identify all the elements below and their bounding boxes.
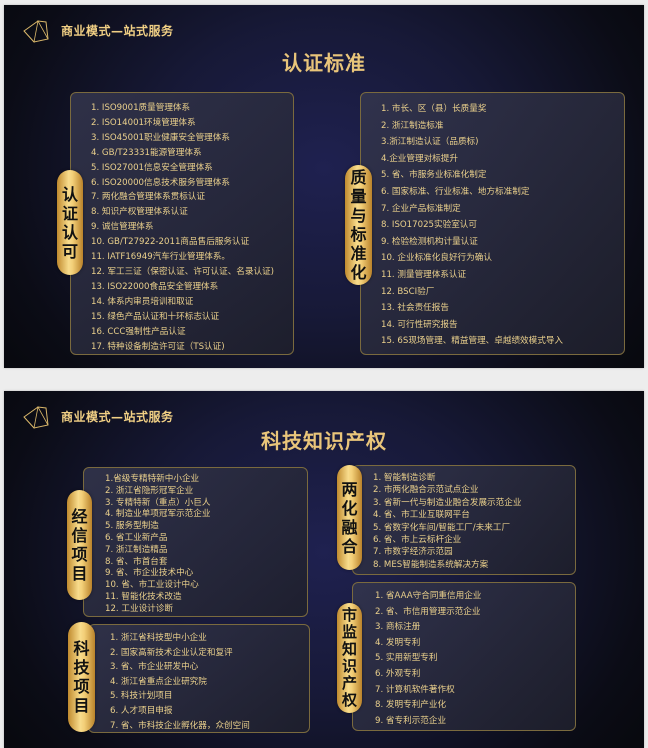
list-item: 7. 省、市科技企业孵化器，众创空间	[110, 720, 250, 731]
group-label-quality-standardization: 质量与标准化	[345, 165, 372, 285]
list-item: 4. 发明专利	[375, 637, 421, 648]
group-label-text: 市监知识产权	[342, 606, 358, 709]
list-item: 2. 浙江制造标准	[381, 120, 444, 131]
list-item: 2. 省、市信用管理示范企业	[375, 606, 481, 617]
group-box-tech-projects: 1. 浙江省科技型中小企业 2. 国家高新技术企业认定和复评 3. 省、市企业研发中…	[88, 624, 310, 733]
list-item: 5. ISO27001信息安全管理体系	[91, 162, 213, 173]
list-item: 1. 省AAA守合同重信用企业	[375, 591, 482, 601]
list-item: 7. 两化融合管理体系贯标认证	[91, 192, 206, 203]
list-item: 4. 制造业单项冠军示范企业	[105, 509, 211, 520]
list-item: 6. 省、市上云标杆企业	[373, 535, 462, 546]
group-label-certification: 认证认可	[57, 170, 83, 275]
list-item: 11. 智能化技术改造	[105, 591, 182, 602]
list-item: 10. GB/T27922-2011商品售后服务认证	[91, 237, 250, 248]
list-item: 8. ISO17025实验室认可	[381, 220, 477, 231]
list-item: 12. BSCI验厂	[381, 286, 435, 297]
list-item: 11. 测量管理体系认证	[381, 269, 467, 280]
list-item: 2. 市两化融合示范试点企业	[373, 485, 479, 496]
list-item: 12. 工业设计诊断	[105, 603, 173, 614]
list-item: 3.浙江制造认证（品质标)	[381, 137, 479, 148]
list-item: 4. 省、市工业互联网平台	[373, 510, 470, 521]
list-item: 15. 绿色产品认证和十环标志认证	[91, 311, 220, 322]
list-item: 7. 计算机软件著作权	[375, 684, 455, 695]
list-item: 5. 实用新型专利	[375, 653, 438, 664]
list-item: 1. 智能制造诊断	[373, 473, 436, 483]
slide-tech-ip: 商业模式—站式服务 科技知识产权 1.省级专精特新中小企业 2. 浙江省隐形冠军企…	[4, 391, 644, 748]
list-item: 3. 省、市企业研发中心	[110, 662, 199, 673]
slide-title: 认证标准	[282, 51, 366, 75]
slide-title: 科技知识产权	[261, 429, 387, 453]
group-box-integration: 1. 智能制造诊断 2. 市两化融合示范试点企业 3. 省新一代与制造业融合发展示范…	[352, 465, 576, 575]
list-item: 14. 体系内审员培训和取证	[91, 296, 194, 307]
group-label-text: 科技项目	[73, 639, 90, 715]
list-item: 8. 省、市首台套	[105, 556, 168, 567]
list-item: 3. 省新一代与制造业融合发展示范企业	[373, 497, 522, 508]
list-item: 9. 检验检测机构计量认证	[381, 236, 478, 247]
list-item: 5. 省数字化车间/智能工厂/未来工厂	[373, 522, 511, 533]
list-item: 5. 科技计划项目	[110, 691, 173, 702]
group-box-market-ip: 1. 省AAA守合同重信用企业 2. 省、市信用管理示范企业 3. 商标注册 4. 发…	[352, 582, 576, 731]
group-label-text: 两化融合	[341, 479, 358, 556]
list-item: 1. 市长、区（县）长质量奖	[381, 104, 487, 114]
list-item: 15. 6S现场管理、精益管理、卓越绩效模式导入	[381, 336, 564, 347]
list-item: 9. 诚信管理体系	[91, 222, 154, 233]
group-box-quality-standardization: 1. 市长、区（县）长质量奖 2. 浙江制造标准 3.浙江制造认证（品质标) 4.企业…	[360, 92, 625, 355]
list-item: 17. 特种设备制造许可证（TS认证)	[91, 341, 225, 352]
list-item: 5. 服务型制造	[105, 521, 159, 532]
group-box-certification: 1. ISO9001质量管理体系 2. ISO14001环境管理体系 3. ISO4…	[70, 92, 294, 355]
group-label-tech-projects: 科技项目	[68, 622, 95, 732]
list-item: 10. 企业标准化良好行为确认	[381, 253, 492, 264]
list-item: 9. 省专利示范企业	[375, 715, 447, 726]
list-item: 6. ISO20000信息技术服务管理体系	[91, 177, 230, 188]
list-item: 6. 国家标准、行业标准、地方标准制定	[381, 186, 530, 197]
logo-icon	[23, 405, 49, 429]
list-item: 8. 发明专利产业化	[375, 700, 447, 711]
list-item: 4. GB/T23331能源管理体系	[91, 147, 202, 158]
list-item: 8. MES智能制造系统解决方案	[373, 559, 489, 570]
list-item: 3. 商标注册	[375, 622, 421, 633]
list-item: 13. ISO22000食品安全管理体系	[91, 281, 219, 292]
list-item: 8. 知识产权管理体系认证	[91, 207, 188, 218]
group-label-economic-info: 经信项目	[67, 490, 92, 600]
list-item: 12. 军工三证（保密认证、许可认证、名录认证)	[91, 266, 275, 277]
list-item: 14. 可行性研究报告	[381, 319, 458, 330]
list-item: 2. 浙江省隐形冠军企业	[105, 485, 194, 496]
list-item: 9. 省、市企业技术中心	[105, 568, 194, 579]
group-label-text: 经信项目	[71, 507, 88, 583]
list-item: 1.省级专精特新中小企业	[105, 474, 200, 484]
brand-title: 商业模式—站式服务	[61, 410, 174, 424]
list-item: 2. ISO14001环境管理体系	[91, 117, 196, 128]
brand-title: 商业模式—站式服务	[61, 24, 174, 38]
list-item: 3. ISO45001职业健康安全管理体系	[91, 132, 230, 143]
list-item: 7. 市数字经济示范园	[373, 547, 453, 558]
list-item: 10. 省、市工业设计中心	[105, 580, 199, 591]
group-label-text: 质量与标准化	[350, 168, 367, 282]
list-item: 13. 社会责任报告	[381, 303, 449, 314]
list-item: 3. 专精特新（重点）小巨人	[105, 497, 211, 508]
logo-icon	[23, 19, 49, 43]
group-label-text: 认证认可	[62, 184, 79, 261]
list-item: 2. 国家高新技术企业认定和复评	[110, 647, 233, 658]
list-item: 1. 浙江省科技型中小企业	[110, 633, 207, 643]
group-label-market-ip: 市监知识产权	[337, 603, 362, 713]
list-item: 1. ISO9001质量管理体系	[91, 103, 191, 113]
list-item: 11. IATF16949汽车行业管理体系。	[91, 252, 231, 263]
list-item: 4. 浙江省重点企业研究院	[110, 676, 207, 687]
group-label-integration: 两化融合	[337, 465, 362, 570]
list-item: 6. 人才项目申报	[110, 705, 173, 716]
list-item: 6. 外观专利	[375, 668, 421, 679]
list-item: 7. 浙江制造精品	[105, 544, 168, 555]
slide-certification-standards: 商业模式—站式服务 认证标准 1. ISO9001质量管理体系 2. ISO140…	[4, 5, 644, 368]
group-box-economic-info: 1.省级专精特新中小企业 2. 浙江省隐形冠军企业 3. 专精特新（重点）小巨人 4.…	[83, 467, 308, 617]
list-item: 16. CCC强制性产品认证	[91, 326, 186, 337]
list-item: 5. 省、市服务业标准化制定	[381, 170, 487, 181]
list-item: 4.企业管理对标提升	[381, 153, 458, 164]
list-item: 7. 企业产品标准制定	[381, 203, 461, 214]
list-item: 6. 省工业新产品	[105, 532, 168, 543]
